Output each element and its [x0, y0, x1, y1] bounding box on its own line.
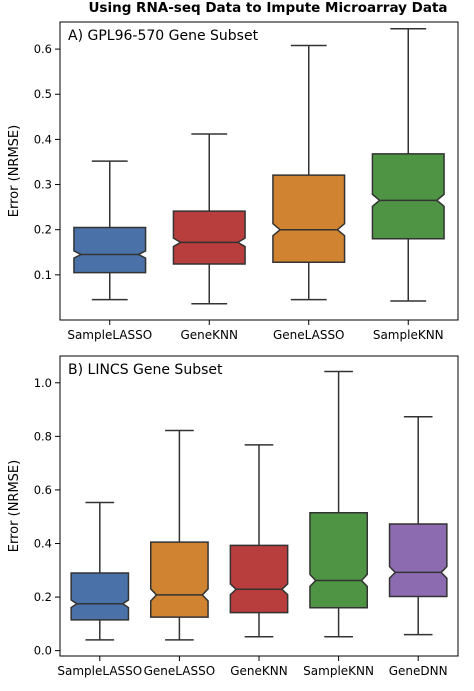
y-tick-label-0-2: 0.2 [34, 590, 52, 604]
box-sampleknn-body [309, 511, 369, 609]
box-samplelasso [73, 160, 147, 301]
box-genelasso [149, 429, 209, 641]
y-tick-label-0-1: 0.1 [34, 268, 52, 282]
x-tick-label-geneknn: GeneKNN [230, 664, 288, 678]
y-tick-label-0-5: 0.5 [34, 87, 52, 101]
y-tick-label-0-8: 0.8 [34, 429, 52, 443]
box-samplelasso-body [73, 226, 147, 274]
box-sampleknn [309, 370, 369, 638]
x-tick-label-geneknn: GeneKNN [181, 328, 239, 342]
y-tick-label-0-2: 0.2 [34, 223, 52, 237]
box-genelasso-body [149, 541, 209, 618]
y-tick-label-1-0: 1.0 [34, 376, 52, 390]
x-tick-label-sampleknn: SampleKNN [303, 664, 374, 678]
box-samplelasso [70, 501, 130, 641]
y-axis-title: Error (NRMSE) [7, 125, 22, 217]
y-tick-label-0-4: 0.4 [34, 537, 52, 551]
x-tick-label-genelasso: GeneLASSO [144, 664, 216, 678]
x-tick-label-genednn: GeneDNN [389, 664, 448, 678]
plot-frame [59, 21, 459, 321]
x-tick-label-samplelasso: SampleLASSO [67, 328, 152, 342]
y-tick-label-0-0: 0.0 [34, 644, 52, 658]
box-geneknn-body [229, 544, 289, 614]
box-genelasso-body [272, 174, 346, 263]
y-tick-label-0-6: 0.6 [34, 42, 52, 56]
box-sampleknn [371, 28, 445, 302]
y-tick-label-0-3: 0.3 [34, 178, 52, 192]
y-tick-label-0-4: 0.4 [34, 132, 52, 146]
panel-a: A) GPL96-570 Gene Subset 0.1 0.2 0.3 0.4 0.5 0… [7, 21, 459, 342]
y-axis-title: Error (NRMSE) [7, 460, 22, 552]
y-tick-label-0-6: 0.6 [34, 483, 52, 497]
box-geneknn-body [172, 210, 246, 265]
x-tick-label-sampleknn: SampleKNN [373, 328, 444, 342]
panel-title: A) GPL96-570 Gene Subset [68, 28, 259, 44]
panel-b: B) LINCS Gene Subset 0.0 0.2 0.4 0.6 0.8 1.0 Er… [7, 355, 459, 678]
box-samplelasso-body [70, 572, 130, 621]
box-genednn-body [388, 523, 448, 598]
x-tick-label-genelasso: GeneLASSO [273, 328, 345, 342]
figure-title: Using RNA-seq Data to Impute Microarray … [88, 0, 447, 16]
box-geneknn [229, 444, 289, 638]
box-genelasso [272, 44, 346, 301]
box-geneknn [172, 133, 246, 305]
box-genednn [388, 416, 448, 636]
panel-title: B) LINCS Gene Subset [68, 362, 223, 378]
box-sampleknn-body [371, 153, 445, 240]
x-tick-label-samplelasso: SampleLASSO [57, 664, 142, 678]
